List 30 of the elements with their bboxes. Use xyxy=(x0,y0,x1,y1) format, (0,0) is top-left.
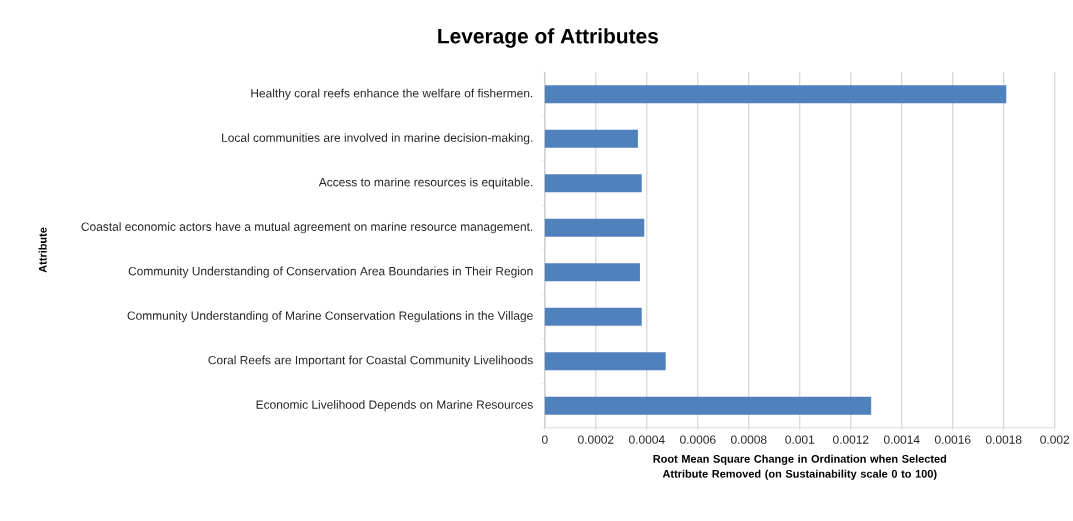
y-tick-label: Coastal economic actors have a mutual agreement on marine resource management. xyxy=(81,222,533,234)
x-tick-label: 0.0014 xyxy=(883,435,920,444)
bar xyxy=(544,352,666,371)
y-axis-title: Attribute xyxy=(38,227,47,273)
x-tick-label: 0.0012 xyxy=(832,435,869,444)
bar xyxy=(544,129,638,148)
x-tick-label: 0.0004 xyxy=(629,435,665,444)
y-tick-label: Community Understanding of Conservation Area Boundaries in Their Region xyxy=(128,266,533,278)
x-tick-label: 0.0018 xyxy=(985,435,1022,444)
bar xyxy=(544,174,642,193)
bar xyxy=(544,218,645,237)
y-tick-label: Economic Livelihood Depends on Marine Resources xyxy=(256,400,533,412)
bar xyxy=(544,307,642,326)
y-tick-label: Coral Reefs are Important for Coastal Community Livelihoods xyxy=(208,355,533,367)
y-tick-label: Local communities are involved in marine decision-making. xyxy=(222,133,533,145)
bar xyxy=(544,85,1007,104)
x-tick-label: 0.001 xyxy=(785,435,815,444)
x-tick-label: 0 xyxy=(542,435,548,444)
y-tick-label: Healthy coral reefs enhance the welfare of fishermen. xyxy=(251,88,533,100)
bar xyxy=(544,396,872,415)
bar xyxy=(544,263,640,282)
x-tick-label: 0.0002 xyxy=(578,435,614,444)
x-tick-label: 0.0008 xyxy=(730,435,767,444)
x-axis-title: Root Mean Square Change in Ordination when Selected Attribute Removed (on Sustainability scale 0 to 100) xyxy=(653,454,947,480)
chart-title: Leverage of Attributes xyxy=(438,28,658,48)
x-tick-label: 0.002 xyxy=(1040,435,1070,444)
y-tick-label: Access to marine resources is equitable. xyxy=(318,177,533,189)
x-tick-label: 0.0016 xyxy=(934,435,971,444)
x-tick-label: 0.0006 xyxy=(680,435,716,444)
y-tick-label: Community Understanding of Marine Conservation Regulations in the Village xyxy=(127,311,533,323)
